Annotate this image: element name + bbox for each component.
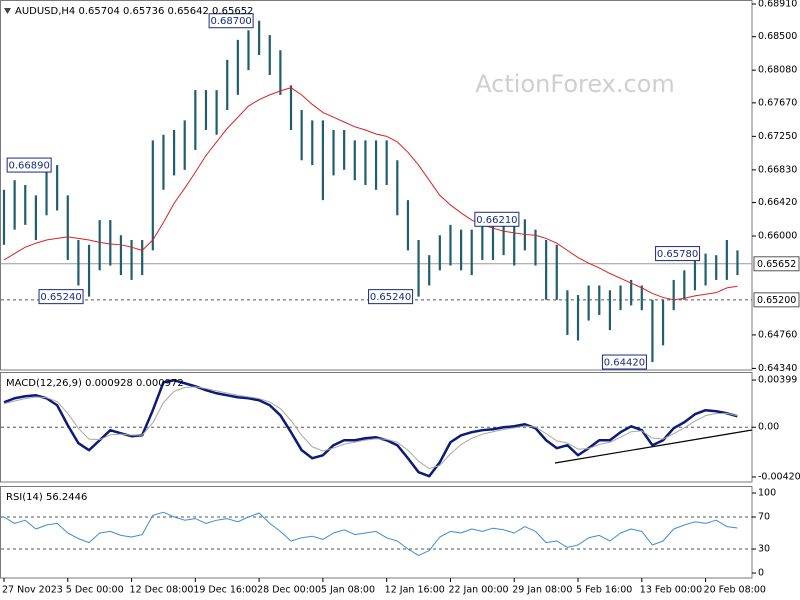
y-tick-label: 0.00 <box>758 422 779 433</box>
x-tick-label: 12 Dec 08:00 <box>130 585 194 596</box>
annotation-box <box>208 13 254 29</box>
price-frame <box>0 0 753 371</box>
indicator-line <box>3 511 738 556</box>
level-label: 0.65200 <box>757 295 796 306</box>
y-tick-label: -0.004206 <box>758 471 800 482</box>
annotation-label: 0.65240 <box>40 292 81 303</box>
annotation-label: 0.65240 <box>370 292 411 303</box>
level-label: 0.65652 <box>757 259 796 270</box>
y-tick-label: 0.68500 <box>758 31 797 42</box>
panel-title: AUDUSD,H4 0.65704 0.65736 0.65642 0.6565… <box>15 6 253 17</box>
annotation-box <box>38 289 84 305</box>
x-tick-label: 19 Dec 16:00 <box>193 585 257 596</box>
x-tick-label: 5 Feb 16:00 <box>576 585 632 596</box>
trend-line <box>554 429 753 464</box>
x-tick-label: 20 Feb 08:00 <box>704 585 766 596</box>
panel-title: MACD(12,26,9) 0.000928 0.000972 <box>6 378 184 389</box>
annotation-label: 0.64420 <box>604 358 645 369</box>
level-box <box>753 292 800 308</box>
annotation-box <box>368 289 414 305</box>
y-tick-label: 30 <box>758 544 770 555</box>
watermark: ActionForex.com <box>475 70 675 98</box>
annotation-box <box>655 246 701 262</box>
x-tick-label: 27 Nov 2023 <box>2 585 63 596</box>
x-tick-label: 12 Jan 16:00 <box>385 585 445 596</box>
annotation-box <box>6 157 52 173</box>
x-tick-label: 29 Jan 08:00 <box>512 585 572 596</box>
x-tick-label: 28 Dec 00:00 <box>257 585 321 596</box>
symbol-icon <box>4 8 11 14</box>
level-box <box>753 256 800 272</box>
y-tick-label: 0.00399 <box>758 375 797 386</box>
y-tick-label: 0 <box>758 568 764 579</box>
annotation-label: 0.66890 <box>8 161 49 172</box>
annotation-box <box>474 211 520 227</box>
y-tick-label: 70 <box>758 512 770 523</box>
annotation-label: 0.66210 <box>476 215 517 226</box>
annotation-box <box>601 354 647 370</box>
x-tick-label: 22 Jan 00:00 <box>448 585 508 596</box>
y-tick-label: 0.64760 <box>758 329 797 340</box>
y-tick-label: 100 <box>758 488 776 499</box>
y-tick-label: 0.66000 <box>758 231 797 242</box>
moving-average <box>3 87 738 301</box>
annotation-label: 0.68700 <box>210 16 251 27</box>
x-tick-label: 13 Feb 00:00 <box>640 585 702 596</box>
x-tick-label: 5 Jan 08:00 <box>321 585 375 596</box>
x-tick-label: 5 Dec 00:00 <box>66 585 124 596</box>
y-tick-label: 0.66420 <box>758 197 797 208</box>
rsi-frame <box>0 486 753 579</box>
panel-title: RSI(14) 56.2446 <box>6 492 87 503</box>
y-tick-label: 0.68080 <box>758 65 797 76</box>
y-tick-label: 0.67250 <box>758 131 797 142</box>
y-tick-label: 0.67670 <box>758 97 797 108</box>
y-tick-label: 0.68910 <box>758 0 797 9</box>
annotation-label: 0.65780 <box>657 249 698 260</box>
indicator-line <box>3 386 738 470</box>
y-tick-label: 0.64340 <box>758 363 797 374</box>
y-tick-label: 0.66830 <box>758 164 797 175</box>
